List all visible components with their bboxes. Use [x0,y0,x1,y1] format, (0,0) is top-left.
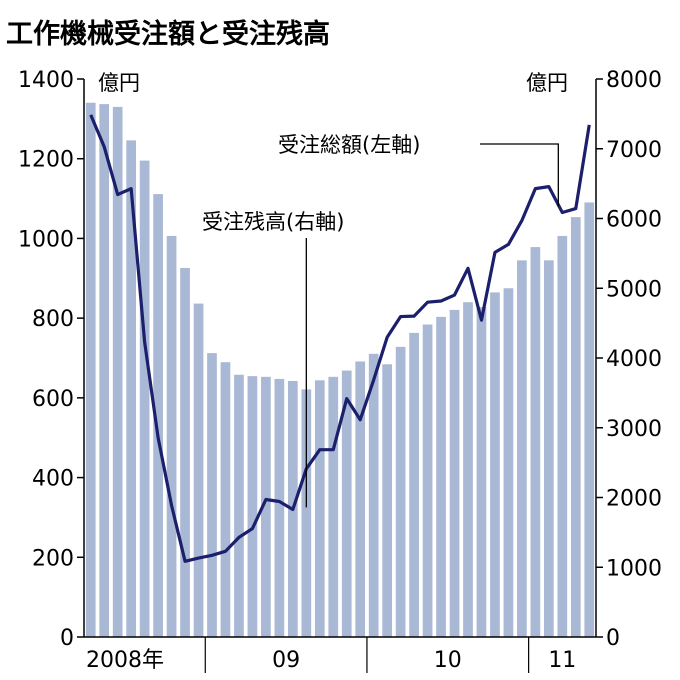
x-label-1: 09 [272,648,300,673]
bar-3 [126,140,137,637]
left-tick-label-5: 1000 [18,227,74,252]
bar-26 [436,316,446,637]
bar-34 [543,260,554,637]
bar-8 [193,303,204,637]
bar-13 [261,376,271,637]
bar-series [85,102,595,638]
bar-37 [584,202,595,637]
bar-24 [409,332,419,637]
bar-2 [112,106,123,637]
bar-33 [530,247,541,637]
axes: 0 200 400 600 800 1000 1200 1400 0 1000 2000 3000 40… [18,68,662,673]
bar-28 [463,302,473,637]
left-tick-label-4: 800 [32,307,74,332]
x-label-3: 11 [548,648,576,673]
bar-12 [247,376,258,637]
bar-27 [449,309,460,637]
right-tick-label-2: 2000 [606,487,662,512]
bar-7 [180,268,190,637]
bar-10 [220,362,231,637]
leader-order-total [480,143,559,207]
bar-32 [517,260,527,637]
bar-1 [99,104,110,638]
bar-9 [207,353,217,637]
bar-35 [557,235,568,637]
annotation-order-backlog: 受注残高(右軸) [202,210,344,234]
bar-25 [422,324,433,637]
bar-31 [503,288,514,637]
right-tick-label-7: 7000 [606,138,662,163]
left-tick-label-3: 600 [32,387,74,412]
bar-36 [570,217,581,638]
line-series [89,114,591,563]
right-tick-label-5: 5000 [606,277,662,302]
bar-5 [153,194,163,637]
right-unit-label: 億円 [526,71,568,95]
right-tick-label-1: 1000 [606,556,662,581]
bar-0 [85,102,96,638]
annotation-leaders [305,143,559,508]
x-label-0: 2008年 [86,648,164,673]
left-tick-label-7: 1400 [18,68,74,93]
right-tick-label-3: 3000 [606,417,662,442]
bar-16 [301,389,312,637]
bar-14 [274,378,285,637]
bar-29 [476,307,487,637]
bar-17 [314,380,325,637]
bar-22 [382,364,393,637]
left-tick-label-6: 1200 [18,148,74,173]
bar-19 [341,370,352,637]
bar-4 [139,160,150,638]
annotation-order-total: 受注総額(左軸) [278,133,420,157]
bar-20 [355,361,366,637]
x-label-2: 10 [434,648,462,673]
right-tick-label-4: 4000 [606,347,662,372]
right-tick-label-0: 0 [606,626,620,651]
right-tick-label-8: 8000 [606,68,662,93]
bar-30 [490,292,500,637]
line-path [89,114,591,563]
left-unit-label: 億円 [98,71,140,95]
right-tick-label-6: 6000 [606,208,662,233]
left-tick-label-0: 0 [60,626,74,651]
chart-title: 工作機械受注額と受注残高 [6,18,330,50]
bar-18 [328,376,339,637]
bar-11 [234,374,244,637]
bar-6 [166,235,177,637]
bar-23 [395,346,406,637]
bar-21 [368,353,379,637]
left-tick-label-2: 400 [32,467,74,492]
left-tick-label-1: 200 [32,546,74,571]
